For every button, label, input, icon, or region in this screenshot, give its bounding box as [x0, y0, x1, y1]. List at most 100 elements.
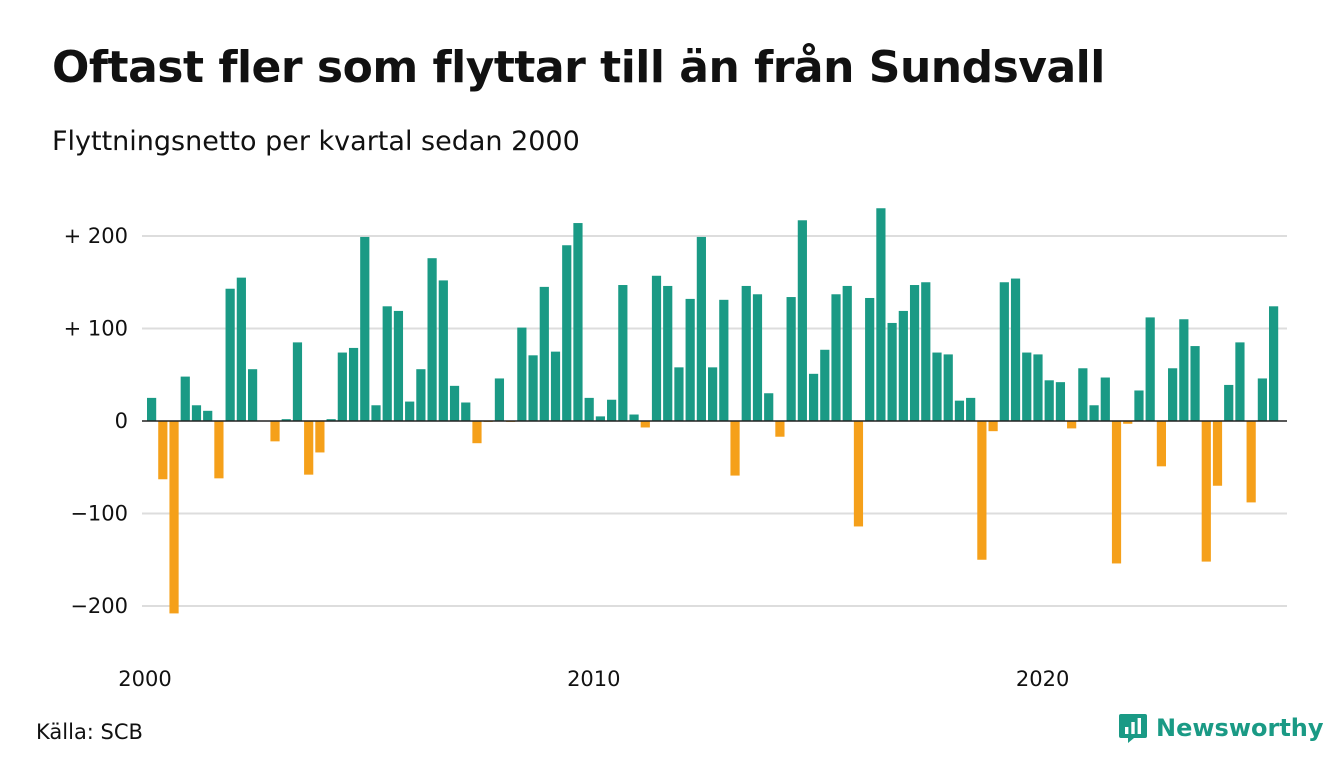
bar	[1246, 421, 1256, 503]
bar	[158, 421, 168, 480]
brand-name: Newsworthy	[1156, 714, 1324, 742]
bar	[337, 352, 347, 421]
bar	[416, 369, 426, 421]
bar	[842, 285, 852, 421]
bar	[696, 236, 706, 421]
bar	[674, 367, 684, 421]
bar	[943, 354, 953, 421]
bar	[932, 352, 942, 421]
x-tick-label: 2000	[118, 667, 171, 691]
newsworthy-logo-icon	[1119, 714, 1147, 743]
bar	[1010, 278, 1021, 421]
bar	[775, 421, 785, 437]
bar	[853, 421, 864, 527]
bar	[292, 342, 303, 422]
bar	[1235, 342, 1245, 422]
bar	[909, 285, 920, 421]
y-axis-tick-labels: + 200 + 100 0 −100 −200	[64, 224, 128, 618]
y-tick-label: + 100	[64, 317, 128, 341]
bar	[1067, 421, 1077, 429]
bar	[629, 414, 639, 421]
x-tick-label: 2020	[1016, 667, 1069, 691]
bar	[1055, 382, 1066, 421]
bar	[1111, 421, 1122, 564]
bar	[393, 310, 404, 422]
x-tick-label: 2010	[567, 667, 620, 691]
bar	[663, 285, 673, 421]
bar	[1201, 421, 1211, 562]
bar	[887, 322, 897, 421]
bar	[203, 410, 213, 421]
bar	[326, 419, 336, 421]
bar	[169, 421, 179, 614]
source-note: Källa: SCB	[36, 720, 143, 744]
bar	[685, 298, 695, 421]
y-tick-label: −100	[70, 502, 128, 526]
bar	[461, 402, 471, 421]
bar	[1168, 368, 1178, 421]
bar	[539, 286, 549, 422]
bar	[1078, 368, 1088, 421]
bar	[191, 405, 202, 421]
bar	[1123, 421, 1133, 424]
bar	[236, 277, 246, 422]
bar	[1212, 421, 1223, 486]
bar	[708, 367, 718, 421]
bar	[988, 421, 998, 432]
bar	[808, 373, 819, 421]
bar	[371, 405, 381, 421]
bar	[786, 297, 796, 421]
bar	[1033, 354, 1043, 421]
bar	[270, 421, 280, 442]
bar	[1156, 421, 1166, 467]
bar	[1145, 317, 1155, 421]
bar	[494, 378, 505, 421]
bar	[977, 421, 987, 560]
bar	[449, 385, 460, 421]
bar	[517, 327, 527, 421]
bar	[1100, 377, 1110, 421]
bar	[405, 401, 415, 421]
bar	[898, 310, 908, 422]
bar	[999, 282, 1009, 421]
bar	[528, 355, 538, 421]
bar	[247, 369, 258, 421]
y-tick-label: + 200	[64, 224, 128, 248]
bar	[966, 397, 976, 422]
bar	[562, 245, 572, 421]
bar	[360, 236, 370, 421]
bar	[348, 347, 359, 422]
bar	[752, 294, 763, 421]
bar	[764, 393, 774, 421]
bar	[876, 208, 886, 421]
bar	[225, 288, 235, 422]
bar	[730, 421, 740, 476]
bar	[550, 351, 561, 422]
bar	[1089, 405, 1099, 421]
bar	[1022, 352, 1032, 421]
bar	[820, 349, 830, 421]
bar	[180, 376, 190, 421]
bar	[427, 258, 437, 421]
bar	[607, 399, 617, 421]
chart-title: Oftast fler som flyttar till än från Sun…	[52, 42, 1105, 93]
bar	[865, 297, 875, 422]
bar	[573, 223, 583, 421]
bar	[640, 421, 650, 428]
bar	[438, 280, 448, 421]
bar	[1190, 346, 1200, 421]
bars	[147, 208, 1279, 614]
chart-subtitle: Flyttningsnetto per kvartal sedan 2000	[52, 126, 580, 157]
bar	[831, 294, 841, 421]
bar	[1257, 378, 1267, 421]
bar	[1224, 384, 1234, 422]
brand-logo[interactable]: Newsworthy	[1118, 712, 1324, 744]
bar	[281, 419, 291, 421]
bar	[921, 282, 931, 421]
bar	[584, 397, 594, 422]
x-axis-tick-labels: 2000 2010 2020	[118, 667, 1069, 691]
y-tick-label: 0	[115, 409, 128, 433]
bar	[214, 421, 224, 479]
bar	[618, 285, 628, 421]
bar	[797, 220, 807, 421]
